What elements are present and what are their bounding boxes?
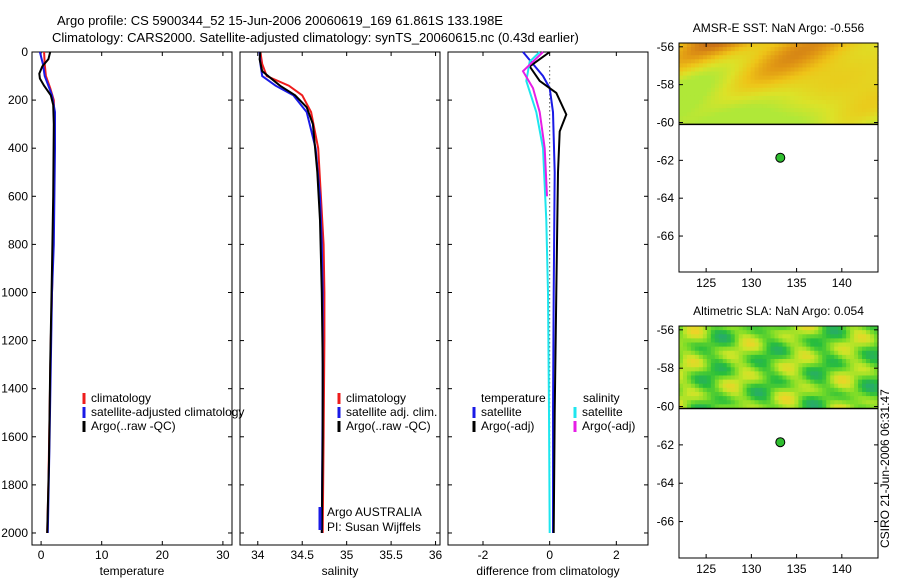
y-tick-label: -58 xyxy=(657,361,675,375)
x-tick-label: 36 xyxy=(429,548,443,562)
x-tick-label: 135 xyxy=(787,276,807,290)
y-tick-label: -56 xyxy=(657,40,675,54)
plot-frame xyxy=(31,51,233,546)
x-tick-label: -2 xyxy=(478,548,489,562)
salinity-profile: 34 34.5 35 35.5 36 salinity xyxy=(239,51,443,578)
temperature-profile: 0 10 20 30 0 200 400 600 800 1000 1200 1400 1600 1800… xyxy=(1,45,233,578)
x-tick-label: 0 xyxy=(546,548,553,562)
x-tick-label: 2 xyxy=(613,548,620,562)
y-tick-label: 1600 xyxy=(1,430,28,444)
x-tick-label: 125 xyxy=(696,562,716,576)
difference-legend: temperature salinitysatelliteArgo(-adj)sa… xyxy=(472,391,635,433)
x-tick-label: 20 xyxy=(156,548,170,562)
legend-label: satellite xyxy=(582,405,623,419)
legend-label: Argo(..raw -QC) xyxy=(346,419,431,433)
x-axis-label: salinity xyxy=(322,564,359,578)
map-title: Altimetric SLA: NaN Argo: 0.054 xyxy=(693,304,864,318)
legend-label: climatology xyxy=(346,391,406,405)
legend-label: climatology xyxy=(91,391,151,405)
y-tick-label: -62 xyxy=(657,153,675,167)
plot-frame xyxy=(239,51,441,546)
argo-position-marker xyxy=(775,437,786,448)
argo-position-marker xyxy=(775,152,786,163)
x-tick-label: 125 xyxy=(696,276,716,290)
x-tick-label: 140 xyxy=(832,276,852,290)
y-tick-label: 1400 xyxy=(1,382,28,396)
difference-profile: -2 0 2 difference from climatology xyxy=(447,51,649,578)
x-axis-label: temperature xyxy=(100,564,165,578)
legend-label: satellite xyxy=(481,405,522,419)
x-tick-label: 0 xyxy=(38,548,45,562)
x-tick-label: 35.5 xyxy=(379,548,403,562)
y-tick-label: 1000 xyxy=(1,285,28,299)
legend-group-title: temperature xyxy=(481,391,546,405)
y-tick-label: 600 xyxy=(8,189,28,203)
y-tick-label: -56 xyxy=(657,323,675,337)
legend-label: Argo(-adj) xyxy=(481,419,534,433)
y-tick-label: 1800 xyxy=(1,478,28,492)
figure-title-line-1: Argo profile: CS 5900344_52 15-Jun-2006 … xyxy=(57,13,503,28)
y-tick-label: 0 xyxy=(21,45,28,59)
y-tick-label: -66 xyxy=(657,515,675,529)
series-line-sal_argo xyxy=(521,51,548,197)
map-frame xyxy=(678,325,879,559)
x-tick-label: 34.5 xyxy=(291,548,315,562)
y-tick-label: -60 xyxy=(657,400,675,414)
heatmap-field xyxy=(679,326,879,410)
x-tick-label: 34 xyxy=(251,548,265,562)
series-line-argo xyxy=(38,51,55,534)
y-tick-label: -60 xyxy=(657,115,675,129)
x-tick-label: 135 xyxy=(787,562,807,576)
figure-title-line-2: Climatology: CARS2000. Satellite-adjuste… xyxy=(52,30,579,45)
annotation-argo-australia: Argo AUSTRALIA xyxy=(327,505,422,519)
legend-label: satellite adj. clim. xyxy=(346,405,437,419)
series-line-sal_satellite xyxy=(525,51,551,534)
y-tick-label: 400 xyxy=(8,141,28,155)
x-tick-label: 130 xyxy=(741,562,761,576)
heatmap-field xyxy=(679,43,879,125)
legend-group-title: salinity xyxy=(583,391,620,405)
x-tick-label: 35 xyxy=(340,548,354,562)
x-tick-label: 10 xyxy=(95,548,109,562)
y-tick-label: -66 xyxy=(657,229,675,243)
series-line-argo xyxy=(258,51,324,534)
y-tick-label: -64 xyxy=(657,476,675,490)
series-line-satellite xyxy=(522,51,556,533)
x-tick-label: 30 xyxy=(216,548,230,562)
y-tick-label: 800 xyxy=(8,237,28,251)
y-tick-label: 1200 xyxy=(1,334,28,348)
y-tick-label: 2000 xyxy=(1,526,28,540)
y-tick-label: -62 xyxy=(657,438,675,452)
altimetric-sla-map: Altimetric SLA: NaN Argo: 0.054 125 130 135… xyxy=(657,304,879,576)
y-tick-label: -64 xyxy=(657,191,675,205)
map-frame xyxy=(678,42,879,273)
annotation-pi: PI: Susan Wijffels xyxy=(327,520,421,534)
x-axis-label: difference from climatology xyxy=(476,564,619,578)
y-tick-label: -58 xyxy=(657,78,675,92)
legend-label: satellite-adjusted climatology xyxy=(91,405,244,419)
x-tick-label: 130 xyxy=(741,276,761,290)
y-tick-label: 200 xyxy=(8,93,28,107)
legend-label: Argo(..raw -QC) xyxy=(91,419,176,433)
legend-label: Argo(-adj) xyxy=(582,419,635,433)
series-line-argo xyxy=(528,51,568,534)
map-title: AMSR-E SST: NaN Argo: -0.556 xyxy=(693,21,865,35)
side-timestamp-label: CSIRO 21-Jun-2006 06:31:47 xyxy=(878,389,892,548)
x-tick-label: 140 xyxy=(832,562,852,576)
amsr-e-sst-map: AMSR-E SST: NaN Argo: -0.556 125 130 135 140… xyxy=(657,21,879,290)
